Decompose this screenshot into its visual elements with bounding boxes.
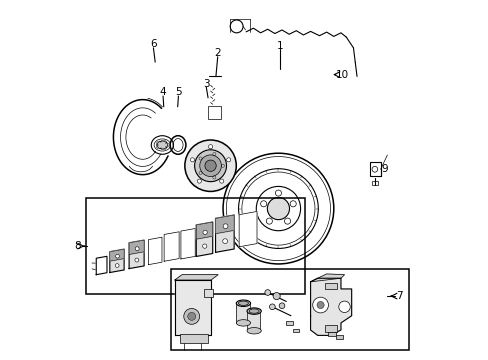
Bar <box>246 311 260 331</box>
Polygon shape <box>196 222 212 239</box>
Circle shape <box>264 290 270 296</box>
Circle shape <box>203 230 207 234</box>
Polygon shape <box>96 256 107 275</box>
Circle shape <box>226 158 230 162</box>
Polygon shape <box>215 215 234 252</box>
Polygon shape <box>129 240 144 255</box>
Polygon shape <box>110 249 124 273</box>
Circle shape <box>316 301 324 309</box>
Circle shape <box>222 239 227 244</box>
Ellipse shape <box>157 141 167 149</box>
Ellipse shape <box>246 328 261 334</box>
Bar <box>235 303 249 323</box>
Bar <box>171 269 408 350</box>
Bar <box>85 198 305 294</box>
Text: 9: 9 <box>381 164 387 174</box>
Circle shape <box>275 190 281 196</box>
Circle shape <box>312 297 328 313</box>
Polygon shape <box>164 232 179 261</box>
Text: 4: 4 <box>160 87 166 98</box>
Polygon shape <box>110 249 124 261</box>
Circle shape <box>289 201 296 207</box>
Polygon shape <box>148 237 162 265</box>
Circle shape <box>338 301 349 312</box>
Circle shape <box>187 312 195 320</box>
Circle shape <box>204 160 216 171</box>
Circle shape <box>183 309 199 324</box>
Circle shape <box>223 224 227 229</box>
Bar <box>179 334 208 342</box>
Circle shape <box>115 264 119 267</box>
Ellipse shape <box>248 309 259 313</box>
Circle shape <box>269 304 275 310</box>
Polygon shape <box>181 229 195 259</box>
Circle shape <box>194 150 226 182</box>
Bar <box>335 335 342 339</box>
Ellipse shape <box>246 308 261 314</box>
Bar <box>203 289 212 297</box>
Ellipse shape <box>236 320 250 326</box>
Ellipse shape <box>236 300 250 306</box>
Bar <box>285 321 293 325</box>
Circle shape <box>135 258 139 262</box>
Circle shape <box>208 145 212 149</box>
Bar <box>207 106 221 119</box>
Bar <box>371 181 377 185</box>
Bar <box>328 332 335 337</box>
Circle shape <box>266 218 272 224</box>
Bar <box>292 329 299 332</box>
Polygon shape <box>239 211 257 247</box>
Circle shape <box>197 179 201 183</box>
Polygon shape <box>215 215 234 234</box>
Bar <box>324 283 337 289</box>
Bar <box>324 325 337 332</box>
Bar <box>369 162 380 176</box>
Text: 6: 6 <box>150 39 156 49</box>
Circle shape <box>190 158 194 162</box>
Polygon shape <box>129 240 144 269</box>
Circle shape <box>279 303 285 309</box>
Circle shape <box>135 247 139 251</box>
Circle shape <box>267 198 289 220</box>
Text: 3: 3 <box>203 78 209 89</box>
Text: 1: 1 <box>276 41 283 51</box>
Circle shape <box>260 201 266 207</box>
Circle shape <box>200 155 221 176</box>
Polygon shape <box>175 280 211 336</box>
Text: 2: 2 <box>214 48 221 58</box>
Text: 7: 7 <box>396 291 403 301</box>
Text: 10: 10 <box>335 69 348 80</box>
Polygon shape <box>310 274 344 282</box>
Circle shape <box>284 218 290 224</box>
Polygon shape <box>196 222 212 256</box>
Text: 8: 8 <box>74 241 81 251</box>
Polygon shape <box>310 278 351 336</box>
Circle shape <box>116 255 119 258</box>
Circle shape <box>202 244 206 248</box>
Ellipse shape <box>238 301 248 305</box>
Text: 5: 5 <box>175 87 182 98</box>
Circle shape <box>272 293 280 300</box>
Circle shape <box>219 179 224 183</box>
Polygon shape <box>175 275 218 280</box>
Circle shape <box>184 140 236 192</box>
